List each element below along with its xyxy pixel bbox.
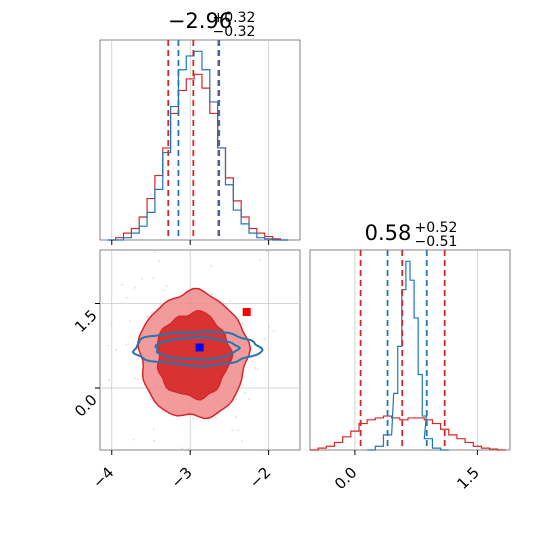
scatter-point: [231, 429, 234, 432]
scatter-point: [211, 293, 213, 295]
scatter-point: [244, 392, 246, 394]
title-lower-error: −0.32: [213, 24, 256, 40]
scatter-point: [237, 429, 240, 431]
scatter-point: [152, 276, 155, 279]
scatter-point: [180, 447, 183, 450]
scatter-point: [251, 360, 254, 363]
scatter-point: [110, 322, 113, 325]
scatter-point: [254, 367, 257, 369]
x-tick-label: 0.0: [331, 463, 361, 493]
scatter-point: [160, 410, 163, 413]
scatter-point: [256, 368, 259, 370]
scatter-point: [108, 379, 110, 382]
scatter-point: [192, 417, 195, 420]
scatter-point: [248, 398, 250, 401]
scatter-point: [141, 277, 144, 280]
y-tick-label: 1.5: [71, 306, 101, 336]
plot-area: [99, 39, 301, 241]
scatter-point: [133, 286, 136, 289]
scatter-point: [241, 440, 244, 443]
title-upper-error: +0.32: [213, 10, 256, 26]
histogram-step-line: [107, 50, 289, 241]
red-marker: [242, 307, 251, 316]
scatter-point: [152, 428, 155, 431]
x-tick-label: 1.5: [453, 463, 483, 493]
title-param2: 0.58: [365, 221, 412, 245]
scatter-point: [267, 347, 270, 350]
scatter-point: [263, 338, 266, 340]
y-tick-label: 0.0: [71, 391, 101, 421]
scatter-point: [235, 398, 238, 401]
scatter-point: [137, 357, 140, 360]
histogram-step-line: [107, 73, 289, 241]
histogram-panel-param2: 0.0 1.5 0.58 +0.52 −0.51: [309, 220, 511, 493]
scatter-point: [129, 320, 131, 323]
scatter-point: [268, 326, 271, 329]
x-tick-label: −3: [167, 463, 195, 491]
scatter-point: [229, 299, 232, 302]
scatter-point: [125, 343, 128, 346]
title-median: 0.58: [365, 221, 412, 245]
scatter-point: [215, 417, 217, 420]
scatter-point: [125, 296, 128, 299]
scatter-point: [272, 330, 275, 332]
x-tick-label: −2: [246, 463, 274, 491]
title-upper-error: +0.52: [415, 220, 458, 236]
title-param1: −2.96: [168, 9, 232, 33]
scatter-point: [165, 285, 168, 288]
histogram-panel-param1: −2.96 +0.32 −0.32: [99, 9, 301, 245]
scatter-point: [225, 303, 228, 305]
scatter-point: [107, 344, 110, 347]
x-tick-label: −4: [89, 463, 117, 491]
scatter-point: [152, 439, 155, 442]
scatter-point: [132, 438, 135, 441]
scatter-point: [121, 283, 124, 286]
scatter-point: [241, 323, 244, 325]
scatter-point: [153, 251, 156, 254]
scatter-point: [210, 265, 213, 268]
scatter-point: [266, 250, 268, 253]
contour-blue-outer: [131, 330, 264, 368]
contour-blue-inner: [154, 336, 241, 361]
blue-marker: [195, 343, 204, 352]
scatter-point: [151, 311, 153, 314]
contour-panel: −4 −3 −2 0.0 1.5: [71, 249, 301, 492]
scatter-point: [158, 260, 161, 262]
scatter-point: [234, 416, 237, 419]
scatter-point: [137, 378, 139, 381]
scatter-point: [134, 377, 137, 380]
scatter-point: [114, 349, 117, 351]
plot-area: [309, 249, 511, 451]
scatter-point: [146, 315, 149, 318]
scatter-point: [255, 448, 258, 451]
title-lower-error: −0.51: [415, 234, 458, 250]
title-median: −2.96: [168, 9, 232, 33]
histogram-step-line: [310, 415, 506, 451]
scatter-point: [259, 259, 261, 262]
scatter-point: [162, 289, 165, 291]
